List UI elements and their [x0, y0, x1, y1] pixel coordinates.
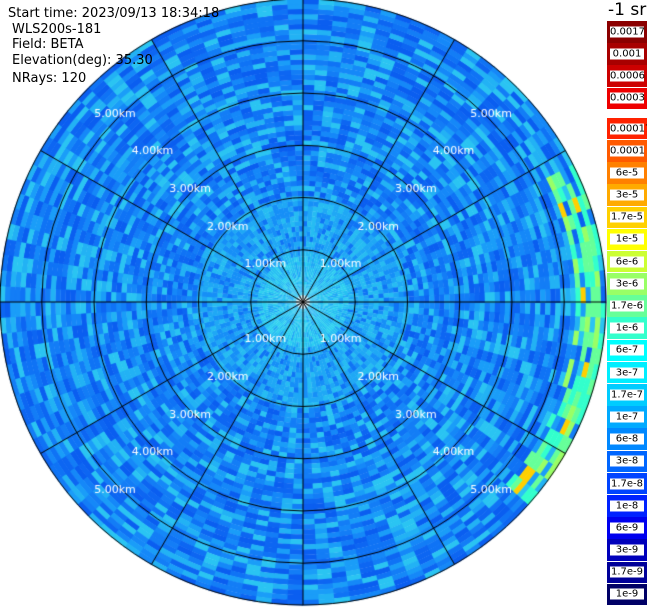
colorbar-swatch: 1.7e-7 — [607, 384, 647, 406]
colorbar-swatch: 0.0006 — [607, 65, 647, 87]
colorbar-tick-label: 6e-5 — [610, 167, 644, 179]
colorbar-swatch: 1e-8 — [607, 494, 647, 517]
colorbar-swatch: 0.0001 — [607, 139, 647, 162]
colorbar-tick-label: 6e-8 — [610, 433, 644, 445]
colorbar-tick-label: 1e-8 — [610, 500, 644, 512]
colorbar-tick-label: 3e-7 — [610, 367, 644, 379]
colorbar-tick-label: 1.7e-7 — [610, 389, 644, 401]
colorbar-swatch: 6e-9 — [607, 517, 647, 539]
colorbar-swatch: 1e-7 — [607, 406, 647, 428]
elevation-label: Elevation(deg): 35.30 — [12, 53, 153, 68]
colorbar-tick-label: 1e-7 — [610, 411, 644, 423]
colorbar-tick-label: 0.0001 — [610, 145, 645, 157]
colorbar-unit-label: -1 sr — [608, 0, 647, 20]
colorbar-tick-label: 6e-6 — [610, 256, 644, 268]
colorbar-tick-label: 3e-6 — [610, 278, 644, 290]
colorbar-tick-label: 1.7e-6 — [610, 300, 644, 312]
field-label: Field: BETA — [12, 37, 84, 52]
colorbar-swatch: 3e-5 — [607, 184, 647, 206]
start-time-label: Start time: 2023/09/13 18:34:18 — [8, 6, 220, 21]
colorbar-tick-label: 3e-5 — [610, 189, 644, 201]
colorbar-tick-label: 6e-7 — [610, 344, 644, 356]
colorbar-tick-label: 0.0003 — [610, 92, 645, 104]
colorbar-tick-label: 6e-9 — [610, 522, 644, 534]
colorbar-tick-label: 1e-5 — [610, 233, 644, 245]
colorbar-tick-label: 3e-9 — [610, 544, 644, 556]
colorbar-legend: 0.0017 0.001 0.0006 0.0003 0.00017 0.0001 6e-5… — [607, 21, 647, 606]
colorbar-swatch: 1e-9 — [607, 583, 647, 606]
colorbar-swatch: 3e-7 — [607, 361, 647, 384]
colorbar-swatch: 1.7e-8 — [607, 472, 647, 495]
colorbar-tick-label: 1e-6 — [610, 322, 644, 334]
colorbar-swatch: 6e-7 — [607, 339, 647, 362]
colorbar-swatch: 1.7e-9 — [607, 561, 647, 584]
colorbar-swatch: 6e-5 — [607, 162, 647, 184]
colorbar-tick-label: 1e-9 — [610, 588, 644, 600]
colorbar-tick-label: 1.7e-5 — [610, 211, 644, 223]
colorbar-swatch: 0.00017 — [607, 117, 647, 140]
colorbar-tick-label: 0.00017 — [610, 123, 647, 135]
colorbar-swatch: 6e-6 — [607, 250, 647, 273]
colorbar-tick-label: 0.001 — [610, 48, 644, 60]
colorbar-swatch: 3e-8 — [607, 450, 647, 473]
nrays-label: NRays: 120 — [12, 71, 87, 86]
colorbar-swatch: 0.0003 — [607, 87, 647, 110]
colorbar-swatch: 6e-8 — [607, 428, 647, 450]
colorbar-swatch: 1.7e-5 — [607, 206, 647, 229]
colorbar-swatch: 3e-9 — [607, 539, 647, 561]
instrument-label: WLS200s-181 — [12, 22, 102, 37]
colorbar-tick-label: 3e-8 — [610, 455, 644, 467]
colorbar-tick-label: 1.7e-9 — [610, 566, 644, 578]
colorbar-swatch: 1.7e-6 — [607, 295, 647, 317]
colorbar-tick-label: 1.7e-8 — [610, 478, 644, 490]
colorbar-swatch: 1e-5 — [607, 228, 647, 251]
colorbar-swatch: 0.001 — [607, 43, 647, 65]
colorbar-tick-label: 0.0017 — [610, 26, 645, 38]
colorbar-tick-label: 0.0006 — [610, 70, 645, 82]
colorbar-swatch: 0.0017 — [607, 21, 647, 43]
colorbar-swatch: 1e-6 — [607, 317, 647, 340]
colorbar-swatch: 3e-6 — [607, 273, 647, 295]
